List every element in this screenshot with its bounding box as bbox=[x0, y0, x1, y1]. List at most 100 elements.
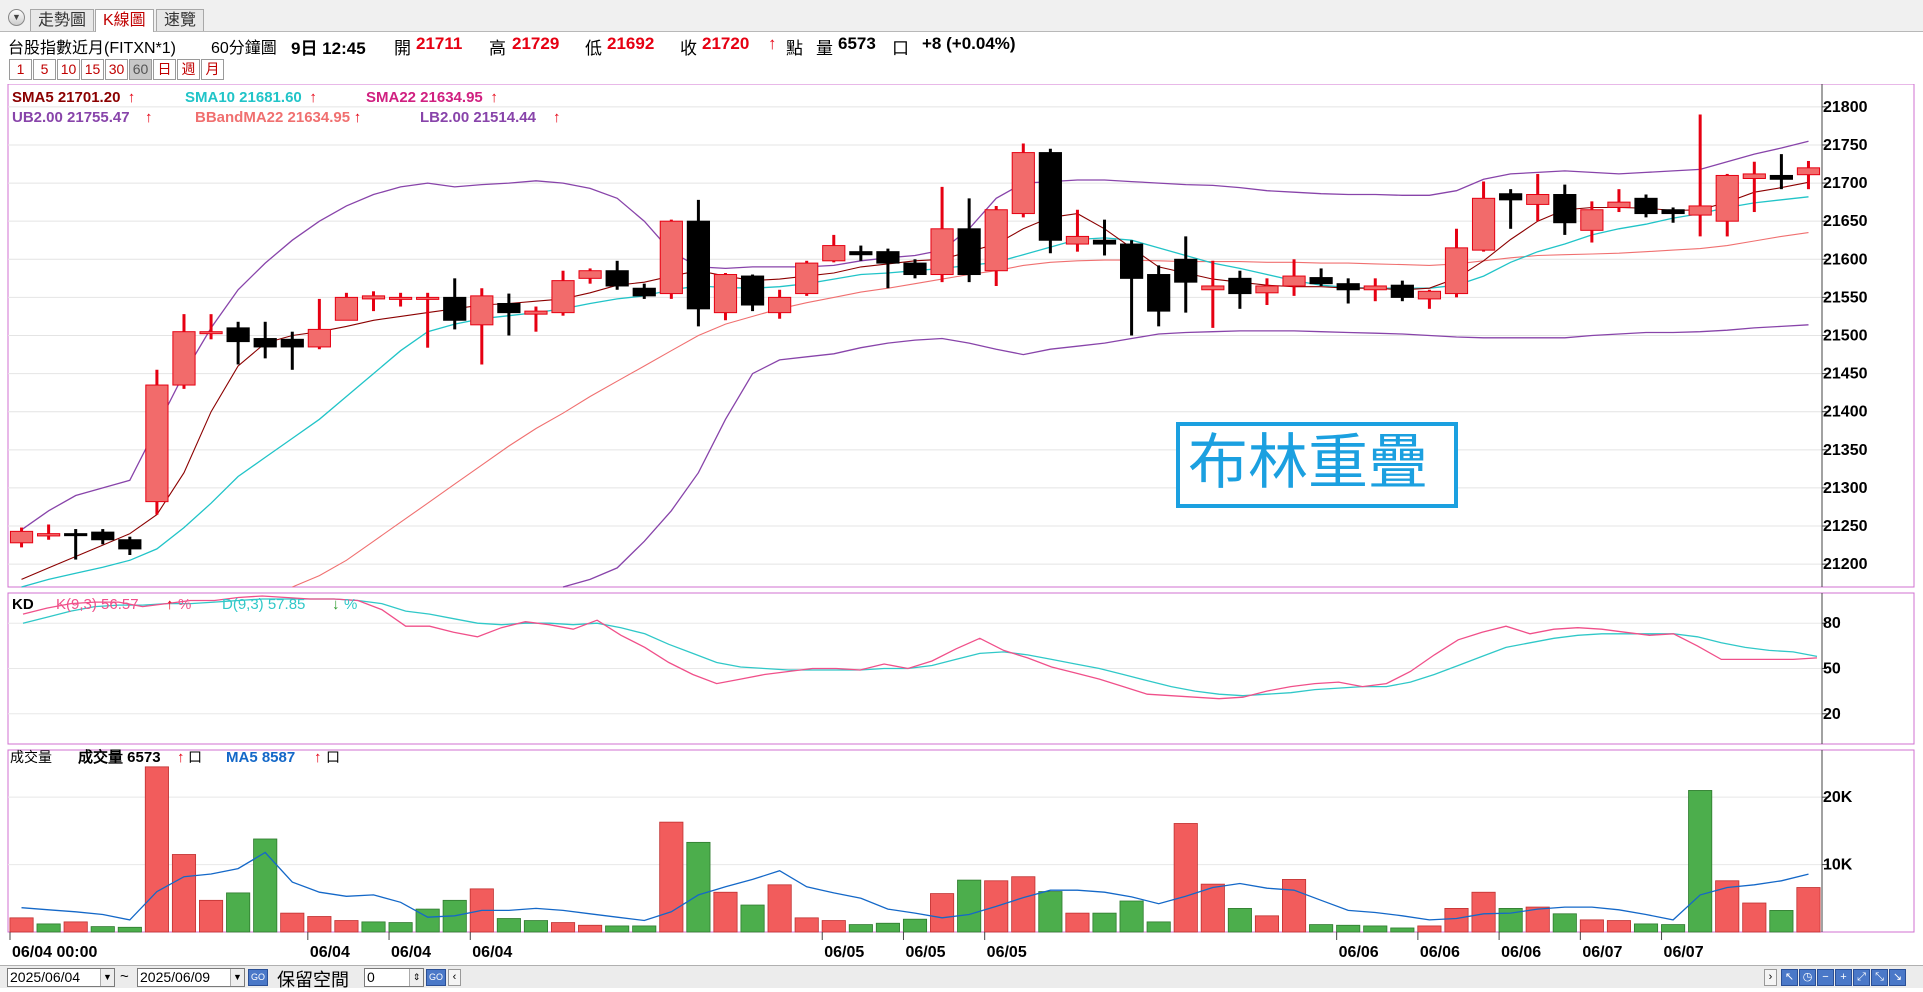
candle-body bbox=[1769, 174, 1793, 180]
candle-body bbox=[1715, 174, 1739, 222]
indicator-legend-label: UB2.00 21755.47 bbox=[12, 109, 130, 126]
volume-bar bbox=[740, 904, 765, 933]
period-month-button[interactable]: 月 bbox=[201, 59, 224, 80]
volume-bar bbox=[1227, 908, 1252, 933]
period-day-button[interactable]: 日 bbox=[153, 59, 176, 80]
chevron-down-icon[interactable]: ▼ bbox=[100, 969, 114, 986]
volume-bar bbox=[1444, 908, 1469, 933]
candle-body bbox=[524, 310, 548, 315]
volume-ma5-line bbox=[21, 851, 1809, 922]
quote-time: 9日 12:45 bbox=[291, 39, 366, 58]
vol-y-tick-label: 20K bbox=[1823, 789, 1853, 806]
clock-icon[interactable]: ◷ bbox=[1799, 969, 1816, 986]
volume-bar bbox=[578, 924, 603, 933]
volume-bar bbox=[171, 854, 197, 933]
period-60min-button[interactable]: 60 bbox=[129, 59, 152, 80]
arrow-up-icon: ↑ bbox=[314, 749, 322, 766]
expand-icon[interactable]: ⤢ bbox=[1853, 969, 1870, 986]
main-y-tick-label: 21650 bbox=[1823, 213, 1868, 230]
indicator-legend-label: BBandMA22 21634.95 bbox=[195, 109, 350, 126]
jump-end-icon[interactable]: ↘ bbox=[1889, 969, 1906, 986]
menu-dropdown-icon[interactable]: ▼ bbox=[8, 9, 25, 26]
price-change: +8 (+0.04%) bbox=[922, 34, 1016, 53]
restore-icon[interactable]: ⤡ bbox=[1871, 969, 1888, 986]
upper-band-line bbox=[21, 140, 1809, 531]
volume-bar bbox=[875, 922, 900, 933]
period-selector: 1 5 10 15 30 60 日 週 月 bbox=[9, 59, 225, 81]
candle-body bbox=[172, 331, 196, 386]
date-to-select[interactable]: 2025/06/09 ▼ bbox=[137, 968, 245, 987]
chevron-down-icon[interactable]: ▼ bbox=[230, 969, 244, 986]
period-10min-button[interactable]: 10 bbox=[57, 59, 80, 80]
zoom-in-icon[interactable]: + bbox=[1835, 969, 1852, 986]
volume-pane-label: 成交量 bbox=[10, 749, 52, 765]
volume-bar bbox=[415, 908, 440, 933]
candle-body bbox=[1607, 201, 1631, 208]
go-button[interactable]: GO bbox=[248, 969, 268, 986]
reserve-space-label: 保留空間 bbox=[277, 970, 349, 990]
quote-info-bar: 台股指數近月(FITXN*1) 60分鐘圖 9日 12:45 開 21711 高… bbox=[0, 32, 1923, 58]
period-5min-button[interactable]: 5 bbox=[33, 59, 56, 80]
candle-body bbox=[984, 209, 1008, 272]
candle-body bbox=[1092, 239, 1117, 245]
zoom-out-icon[interactable]: − bbox=[1817, 969, 1834, 986]
candle-body bbox=[1742, 173, 1766, 180]
period-15min-button[interactable]: 15 bbox=[81, 59, 104, 80]
main-y-tick-label: 21500 bbox=[1823, 328, 1868, 345]
main-y-tick-label: 21200 bbox=[1823, 556, 1868, 573]
k-legend-label: K(9,3) 56.57 bbox=[56, 596, 139, 613]
bottom-toolbar: 2025/06/04 ▼ ~ 2025/06/09 ▼ GO 保留空間 0 ⇕ … bbox=[0, 965, 1923, 990]
kd-y-tick-label: 80 bbox=[1823, 615, 1841, 632]
high-value: 21729 bbox=[512, 34, 560, 53]
tab-kline-chart[interactable]: K線圖 bbox=[95, 9, 154, 32]
scroll-right-icon[interactable]: › bbox=[1764, 969, 1777, 986]
arrow-up-icon: ↑ bbox=[768, 34, 777, 53]
main-y-tick-label: 21700 bbox=[1823, 175, 1868, 192]
scroll-left-icon[interactable]: ‹ bbox=[448, 969, 461, 986]
kline-chart[interactable]: 21200 21250 21300 21350 21400 21450 21500 21550… bbox=[0, 84, 1923, 964]
main-y-tick-label: 21350 bbox=[1823, 442, 1868, 459]
apply-reserve-button[interactable]: GO bbox=[426, 969, 446, 986]
date-range-tilde: ~ bbox=[120, 968, 129, 985]
candle-body bbox=[470, 295, 494, 326]
volume-bar bbox=[1363, 925, 1388, 933]
spinner-icon[interactable]: ⇕ bbox=[409, 969, 423, 986]
jump-start-icon[interactable]: ↖ bbox=[1781, 969, 1798, 986]
volume-bar bbox=[767, 884, 792, 933]
candle-body bbox=[713, 274, 738, 314]
candle-body bbox=[1119, 243, 1144, 279]
x-tick-label: 06/04 00:00 bbox=[12, 944, 98, 961]
candle-body bbox=[1634, 197, 1658, 215]
candle-body bbox=[1688, 205, 1712, 216]
main-y-tick-label: 21750 bbox=[1823, 137, 1868, 154]
volume-bar bbox=[1525, 906, 1550, 933]
lot-unit: 口 bbox=[892, 39, 909, 58]
period-week-button[interactable]: 週 bbox=[177, 59, 200, 80]
candle-body bbox=[199, 331, 223, 335]
date-from-select[interactable]: 2025/06/04 ▼ bbox=[7, 968, 115, 987]
candle-body bbox=[903, 262, 927, 276]
main-y-tick-label: 21300 bbox=[1823, 480, 1868, 497]
x-tick-label: 06/04 bbox=[472, 944, 512, 961]
candle-body bbox=[1553, 194, 1577, 224]
arrow-up-icon: ↑ bbox=[177, 749, 185, 766]
watermark-box bbox=[1176, 422, 1458, 508]
reserve-space-input[interactable]: 0 ⇕ bbox=[364, 968, 424, 987]
x-tick-label: 06/06 bbox=[1339, 944, 1379, 961]
candle-body bbox=[9, 530, 34, 544]
k-line bbox=[22, 595, 1818, 700]
volume-value: 6573 bbox=[838, 34, 876, 53]
volume-bar bbox=[632, 925, 657, 933]
tab-trend-chart[interactable]: 走勢圖 bbox=[30, 9, 95, 31]
tab-quick-view[interactable]: 速覽 bbox=[156, 9, 205, 31]
volume-bar bbox=[1579, 919, 1604, 933]
candle-body bbox=[822, 245, 846, 262]
period-1min-button[interactable]: 1 bbox=[9, 59, 32, 80]
volume-bar bbox=[957, 879, 982, 933]
volume-bar bbox=[794, 917, 819, 933]
volume-bar bbox=[253, 838, 278, 933]
candle-body bbox=[1147, 274, 1171, 312]
candle-body bbox=[361, 295, 386, 300]
period-30min-button[interactable]: 30 bbox=[105, 59, 128, 80]
x-tick-label: 06/07 bbox=[1582, 944, 1622, 961]
